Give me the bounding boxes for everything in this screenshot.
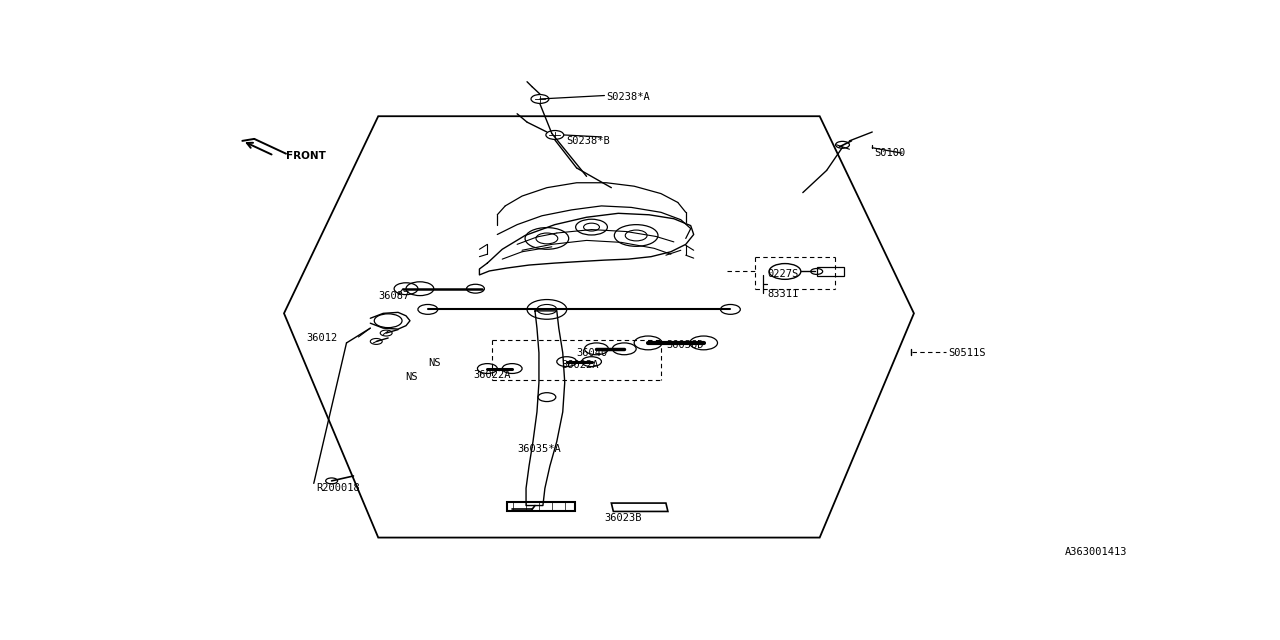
Text: 36036D: 36036D [666, 340, 704, 350]
Text: 83311: 83311 [767, 289, 799, 299]
Text: NS: NS [404, 372, 417, 383]
Text: FRONT: FRONT [285, 150, 326, 161]
Text: 36023B: 36023B [604, 513, 641, 523]
Text: S0238*A: S0238*A [607, 92, 650, 102]
Text: 36040: 36040 [576, 348, 608, 358]
Text: S0238*B: S0238*B [567, 136, 611, 146]
Text: R200018: R200018 [316, 483, 361, 493]
Text: 36012: 36012 [307, 333, 338, 343]
Text: 36035*A: 36035*A [517, 444, 561, 454]
Text: S0100: S0100 [874, 148, 905, 158]
Text: 0227S: 0227S [767, 269, 799, 279]
Text: S0511S: S0511S [948, 348, 986, 358]
Text: NS: NS [428, 358, 440, 367]
Text: 36087: 36087 [379, 291, 410, 301]
Text: 36022A: 36022A [562, 360, 599, 370]
Text: 36022A: 36022A [474, 370, 511, 380]
Text: A363001413: A363001413 [1065, 547, 1128, 557]
